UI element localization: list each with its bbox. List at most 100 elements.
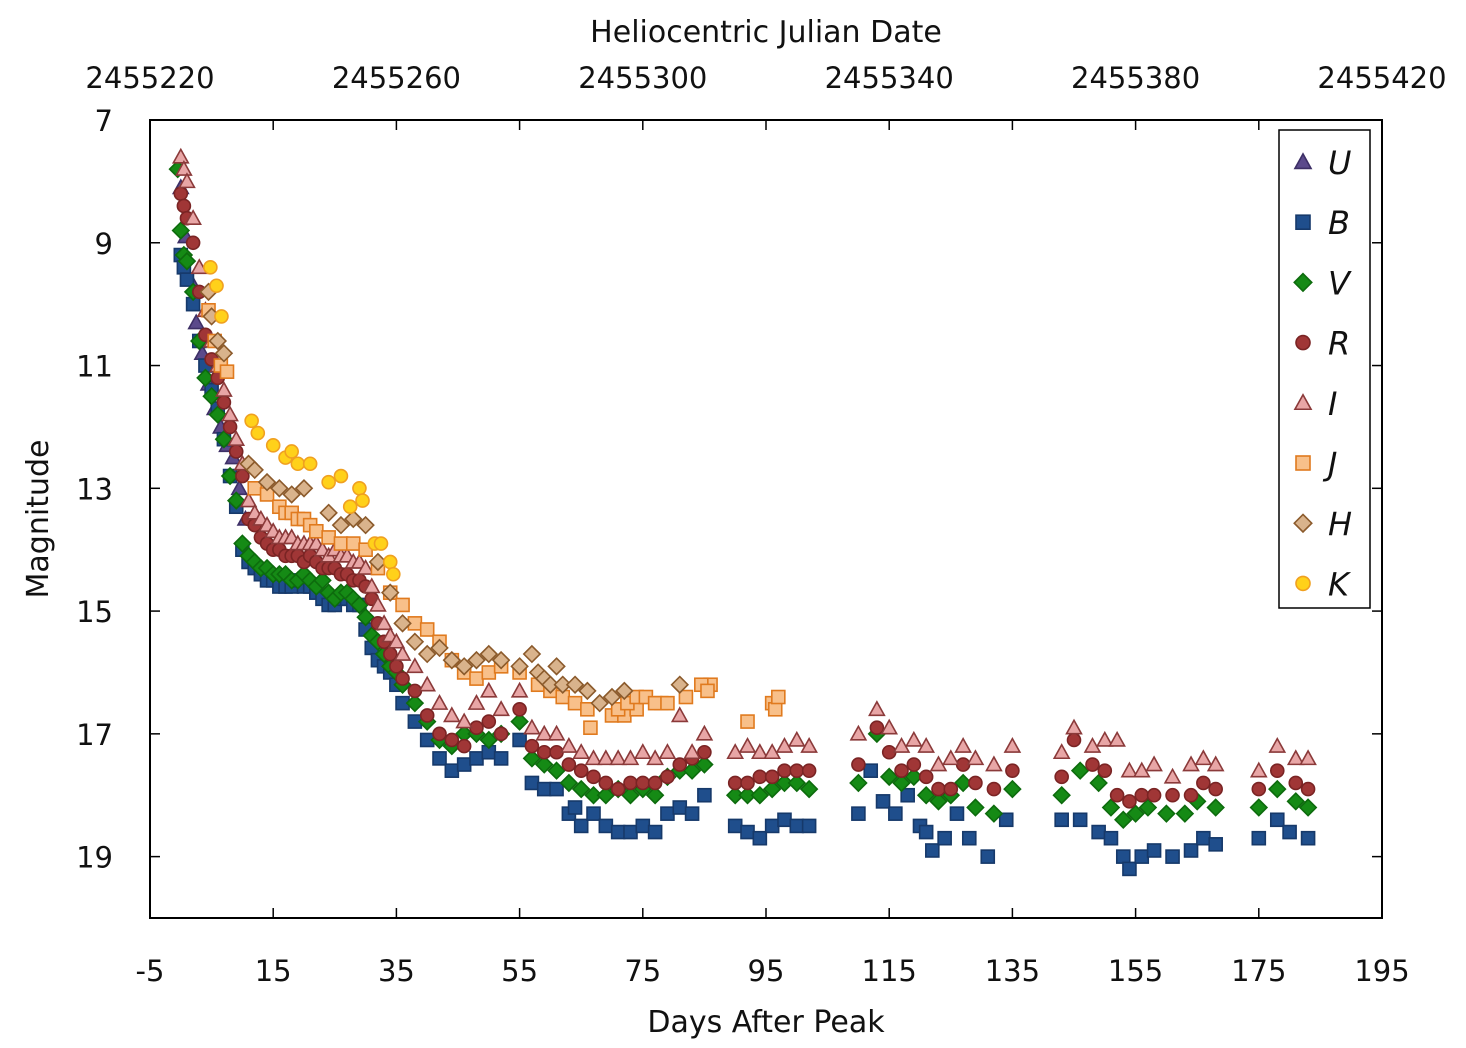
point-K [203, 260, 218, 275]
point-I [215, 380, 233, 397]
point-V [1052, 785, 1071, 805]
x2-tick-label: 2455420 [1317, 61, 1446, 95]
point-H [565, 675, 585, 694]
point-I [510, 681, 529, 698]
point-I [597, 749, 615, 766]
x2-tick-label: 2455220 [85, 61, 214, 95]
point-V [1138, 798, 1158, 817]
point-R [1054, 769, 1069, 785]
legend-marker-U [1293, 152, 1313, 170]
point-R [1109, 787, 1125, 803]
point-R [727, 775, 743, 791]
point-V [522, 749, 542, 768]
point-R [185, 235, 201, 251]
point-K [342, 499, 358, 515]
point-I [171, 147, 190, 164]
point-R [968, 775, 983, 791]
point-R [777, 763, 792, 778]
point-V [1157, 804, 1176, 823]
point-I [775, 737, 794, 753]
point-I [406, 657, 424, 674]
point-H [245, 460, 264, 480]
point-R [660, 769, 675, 785]
point-V [762, 779, 782, 799]
point-B [623, 824, 638, 840]
point-V [849, 773, 868, 793]
legend-label: V [1328, 264, 1352, 302]
point-B [586, 806, 601, 821]
x2-tick-label: 2455380 [1071, 61, 1200, 95]
point-B [444, 763, 460, 778]
point-R [222, 419, 238, 435]
point-V [1268, 779, 1287, 799]
point-B [647, 824, 663, 840]
x-tick-label: 175 [1231, 954, 1286, 988]
point-I [175, 159, 193, 176]
x2-tick-label: 2455300 [578, 61, 707, 95]
point-R [216, 395, 232, 410]
point-V [1003, 779, 1022, 799]
point-V [208, 405, 228, 424]
point-B [1183, 843, 1199, 858]
point-V [738, 785, 757, 805]
point-I [738, 737, 757, 753]
legend-label: B [1328, 204, 1350, 242]
point-B [573, 818, 589, 834]
point-H [467, 650, 486, 670]
point-I [369, 595, 387, 612]
point-V [645, 785, 665, 805]
point-V [405, 693, 425, 713]
point-B [1134, 849, 1150, 864]
point-B [851, 806, 866, 821]
point-B [1103, 830, 1119, 846]
x2-tick-label: 2455340 [825, 61, 954, 95]
point-I [375, 614, 393, 631]
point-B [179, 272, 195, 287]
point-B [925, 843, 940, 858]
point-I [917, 737, 935, 753]
point-H [541, 675, 560, 694]
x-tick-label: 35 [378, 954, 415, 988]
point-H [491, 650, 511, 670]
point-R [481, 714, 497, 729]
point-B [900, 787, 915, 803]
point-V [750, 785, 770, 805]
point-R [764, 769, 780, 785]
point-I [362, 577, 381, 594]
point-V [695, 755, 714, 774]
point-B [432, 751, 447, 766]
point-R [943, 781, 959, 797]
x-tick-label: 55 [501, 954, 538, 988]
x-tick-label: 95 [748, 954, 785, 988]
point-J [345, 536, 361, 551]
point-I [751, 743, 769, 760]
point-I [609, 749, 627, 766]
point-K [214, 309, 229, 324]
point-V [596, 785, 616, 805]
point-R [1122, 794, 1137, 809]
point-K [321, 474, 336, 490]
point-B [456, 757, 472, 772]
point-V [953, 773, 973, 793]
legend-box [1278, 129, 1371, 609]
y-tick-label: 15 [76, 595, 113, 629]
point-B [918, 824, 934, 840]
point-I [1052, 743, 1071, 760]
x-tick-label: 15 [255, 954, 292, 988]
point-I [387, 632, 406, 649]
point-B [789, 818, 805, 834]
point-K [352, 481, 367, 496]
point-R [1085, 757, 1100, 772]
series-H [199, 282, 690, 713]
point-V [584, 785, 603, 805]
x-tick-label: 155 [1108, 954, 1163, 988]
point-R [986, 781, 1002, 797]
point-B [549, 781, 564, 797]
point-V [220, 466, 240, 486]
x-tick-label: 75 [624, 954, 661, 988]
point-B [1091, 824, 1106, 840]
point-R [801, 763, 817, 778]
point-H [615, 681, 634, 701]
point-R [586, 769, 601, 785]
